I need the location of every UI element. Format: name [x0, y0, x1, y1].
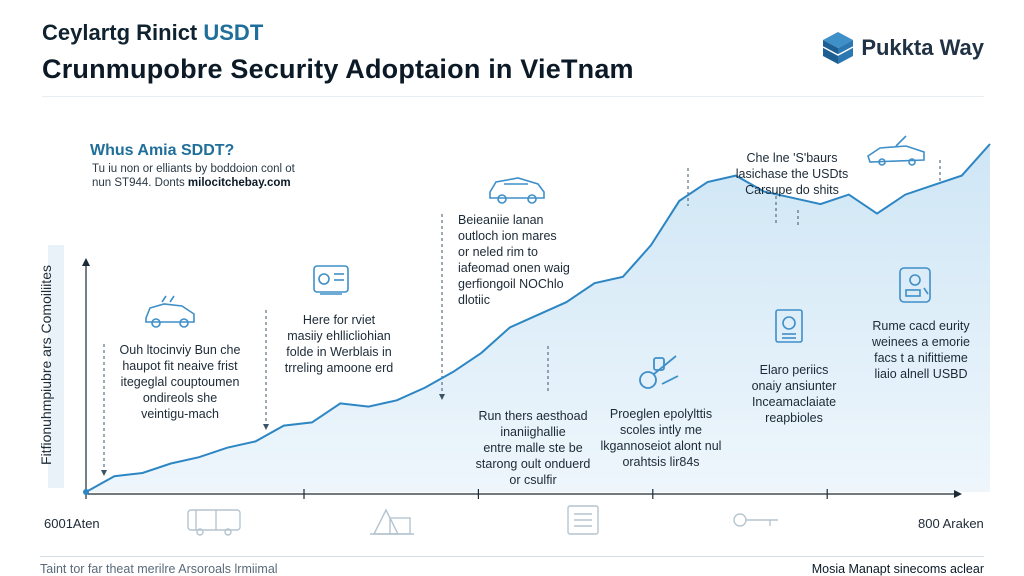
annotation-line: Beieaniie lanan — [458, 213, 544, 227]
annotation-line: scoles intly me — [620, 423, 702, 437]
annotation-line: iafeomad onen waig — [458, 261, 570, 275]
bus-icon — [187, 509, 241, 536]
annotation-4: Che lne 'S'baurs lasichase the USDts Car… — [728, 150, 856, 198]
data-point — [83, 489, 89, 495]
y-axis-label: Fitfionuhmpiubre ars Comoiliites — [38, 265, 54, 465]
footer-right-text: Mosia Manapt sinecoms aclear — [811, 562, 984, 576]
y-axis-band — [48, 245, 64, 488]
footer-left-text: Taint tor far theat merilre Arsoroals lr… — [40, 562, 278, 576]
annotation-line: orahtsis lir84s — [622, 455, 700, 469]
annotation-line: Proeglen epolylttis — [609, 407, 713, 421]
x-axis-arrow — [954, 490, 962, 498]
annotation-line: Inceamaclaiate — [751, 395, 837, 409]
title-prefix: Ceylartg Rinict — [42, 20, 204, 45]
annotation-line: Rume cacd eurity — [872, 319, 970, 333]
annotation-line: inaniighallie — [500, 425, 566, 439]
plane-icon — [867, 135, 925, 166]
tools-icon — [639, 355, 679, 389]
annotation-line: starong oult onduerd — [475, 457, 591, 471]
title-line-1: Ceylartg Rinict USDT — [42, 20, 263, 46]
footer-divider — [40, 556, 984, 557]
annotation-line: or neled rim to — [458, 245, 538, 259]
annotation-line: ondireols she — [142, 391, 218, 405]
cube-logo-icon — [822, 32, 854, 64]
annotation-arrow — [101, 470, 107, 476]
annotation-arrow — [263, 424, 269, 430]
intro-body: Tu iu non or elliants by boddoion conl o… — [92, 162, 295, 190]
annotation-line: liaio alnell USBD — [874, 367, 968, 381]
x-axis-end-label: 800 Araken — [918, 516, 984, 531]
x-axis-start-label: 6001Aten — [44, 516, 100, 531]
annotation-line: Carsupe do shits — [745, 183, 839, 197]
annotation-line: Che lne 'S'baurs — [746, 151, 838, 165]
annotation-line: facs t a nifittieme — [874, 351, 968, 365]
annotation-8: Rume cacd eurity weinees a emorie facs t… — [858, 318, 984, 382]
intro-link[interactable]: milocitchebay.com — [187, 177, 291, 189]
register-icon — [567, 505, 599, 535]
annotation-line: or csulfir — [509, 473, 557, 487]
title-accent: USDT — [203, 20, 264, 45]
key-icon — [733, 513, 778, 527]
document-icon — [775, 309, 803, 343]
annotation-line: onaiy ansiunter — [751, 379, 837, 393]
y-axis-arrow — [82, 258, 90, 266]
series-line — [85, 143, 991, 493]
annotation-3: Beieaniie lanan outloch ion mares or nel… — [458, 212, 570, 308]
vehicle-icon — [489, 177, 545, 204]
wallet-icon — [899, 267, 931, 303]
annotation-line: weinees a emorie — [872, 335, 970, 349]
annotation-line: haupot fit neaive frist — [122, 359, 238, 373]
car-icon — [145, 295, 195, 328]
annotation-line: lasichase the USDts — [735, 167, 849, 181]
annotation-line: outloch ion mares — [458, 229, 557, 243]
annotation-line: lkgannoseiot alont nul — [600, 439, 722, 453]
area-fill — [86, 144, 990, 492]
logo-text: Pukkta Way — [861, 35, 984, 60]
annotation-line: veintigu-mach — [141, 407, 219, 421]
annotation-line: dlotiic — [458, 293, 490, 307]
annotation-7: Elaro periics onaiy ansiunter Inceamacla… — [736, 362, 852, 426]
annotation-line: reapbioles — [765, 411, 823, 425]
page-title: Crunmupobre Security Adoptaion in VieTna… — [42, 54, 634, 84]
annotation-2: Here for rviet masiiy ehllicliohian fold… — [270, 312, 408, 376]
annotation-line: gerfiongoil NOChlo — [458, 277, 564, 291]
annotation-line: masiiy ehllicliohian — [287, 329, 391, 343]
intro-title: Whus Amia SDDT? — [90, 142, 235, 159]
annotation-line: Ouh ltocinviy Bun che — [119, 343, 241, 357]
annotation-line: entre malle ste be — [483, 441, 583, 455]
intro-line-2: nun ST944. Donts milocitchebay.com — [92, 176, 295, 190]
annotation-line: trreling amoone erd — [284, 361, 394, 375]
annotation-line: Run thers aesthoad — [478, 409, 588, 423]
annotation-line: itegeglal couptoumen — [120, 375, 240, 389]
brand-logo[interactable]: Pukkta Way — [821, 30, 984, 66]
device-icon — [313, 265, 349, 295]
annotation-5: Run thers aesthoad inaniighallie entre m… — [466, 408, 600, 488]
annotation-line: folde in Werblais in — [286, 345, 392, 359]
annotation-6: Proeglen epolylttis scoles intly me lkga… — [596, 406, 726, 470]
building-icon — [370, 508, 414, 535]
annotation-line: Elaro periics — [759, 363, 829, 377]
annotation-arrow — [439, 394, 445, 400]
intro-line-2-prefix: nun ST944. Donts — [92, 177, 188, 189]
annotation-line: Here for rviet — [302, 313, 376, 327]
annotation-1: Ouh ltocinviy Bun che haupot fit neaive … — [110, 342, 250, 422]
header-divider — [42, 96, 984, 97]
intro-line-1: Tu iu non or elliants by boddoion conl o… — [92, 163, 295, 175]
